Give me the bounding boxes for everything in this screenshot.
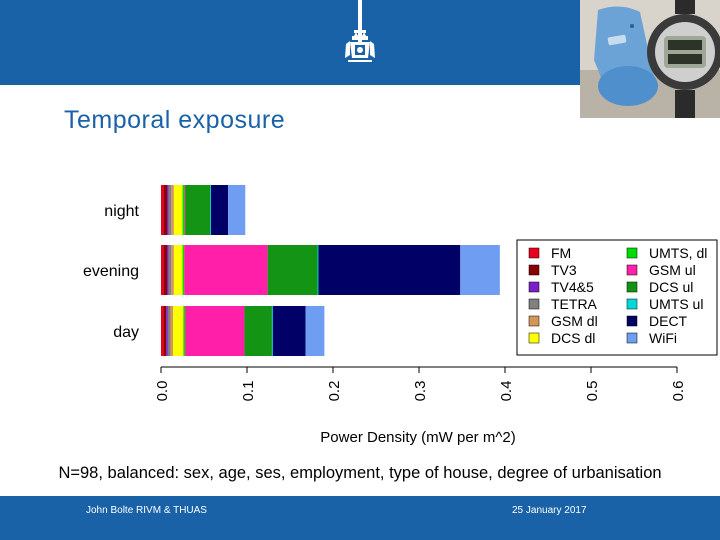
bar-evening-umts-dl — [182, 245, 185, 295]
bar-evening-dcs-ul — [267, 245, 318, 295]
bar-night-gsm-dl — [171, 185, 174, 235]
x-tick-label: 0.4 — [498, 381, 515, 402]
bar-evening-umts-ul — [317, 245, 319, 295]
bar-evening-tv3 — [163, 245, 168, 295]
x-tick-label: 0.5 — [584, 381, 601, 402]
x-tick-label: 0.1 — [240, 381, 257, 402]
legend-swatch-dcs-ul — [626, 281, 638, 293]
bar-day-gsm-dl — [170, 306, 174, 356]
legend-box — [516, 239, 718, 356]
bars-layer — [161, 185, 500, 356]
bar-evening-gsm-dl — [171, 245, 174, 295]
bar-evening-wifi — [460, 245, 500, 295]
legend-label-tv3: TV3 — [551, 262, 577, 278]
bar-day-dect — [272, 306, 306, 356]
legend-label-wifi: WiFi — [649, 330, 677, 346]
bar-day-umts-dl — [183, 306, 186, 356]
bar-night-dcs-dl — [173, 185, 183, 235]
bar-evening-gsm-ul — [184, 245, 268, 295]
stacked-bar-chart: night evening day 0.0 0.1 0.2 0.3 0.4 0.5 0.6 Po… — [83, 185, 718, 446]
legend-label-dcs-ul: DCS ul — [649, 279, 693, 295]
bar-night-tv3 — [163, 185, 168, 235]
x-axis-ticks: 0.0 0.1 0.2 0.3 0.4 0.5 0.6 — [154, 367, 687, 401]
bar-night-tv4-5 — [167, 185, 169, 235]
footer-author: John Bolte RIVM & THUAS — [86, 505, 207, 516]
legend-swatch-gsm-ul — [626, 264, 638, 276]
slide-subtitle: N=98, balanced: sex, age, ses, employmen… — [58, 464, 662, 482]
legend-swatch-tv3 — [528, 264, 540, 276]
x-axis-label: Power Density (mW per m^2) — [320, 429, 515, 446]
category-label-night: night — [104, 203, 139, 220]
legend-label-fm: FM — [551, 245, 571, 261]
legend-swatch-dect — [626, 315, 638, 327]
bar-night-tetra — [168, 185, 172, 235]
bar-day-wifi — [305, 306, 325, 356]
bar-day-gsm-ul — [185, 306, 245, 356]
bar-evening-tetra — [168, 245, 172, 295]
legend-label-dect: DECT — [649, 313, 688, 329]
bar-day-tv3 — [163, 306, 167, 356]
x-tick-label: 0.2 — [326, 381, 343, 402]
bar-night-gsm-ul — [184, 185, 186, 235]
x-tick-label: 0.0 — [154, 381, 171, 402]
bar-evening-fm — [161, 245, 164, 295]
legend-swatch-umts-dl — [626, 247, 638, 259]
bar-day-dcs-dl — [173, 306, 184, 356]
bar-night-umts-ul — [210, 185, 211, 235]
bar-evening-tv4-5 — [167, 245, 169, 295]
legend-swatch-dcs-dl — [528, 332, 540, 344]
bar-day-tetra — [167, 306, 171, 356]
bar-night-wifi — [228, 185, 246, 235]
legend-label-dcs-dl: DCS dl — [551, 330, 595, 346]
legend-label-gsm-dl: GSM dl — [551, 313, 598, 329]
x-tick-label: 0.3 — [412, 381, 429, 402]
legend-label-umts-ul: UMTS ul — [649, 296, 703, 312]
legend-label-tetra: TETRA — [551, 296, 598, 312]
legend-swatch-wifi — [626, 332, 638, 344]
slide-title: Temporal exposure — [64, 106, 286, 134]
legend-label-tv4-5: TV4&5 — [551, 279, 594, 295]
legend-label-gsm-ul: GSM ul — [649, 262, 696, 278]
bar-night-dcs-ul — [185, 185, 211, 235]
exposimeter-photo — [580, 0, 720, 118]
legend-swatch-fm — [528, 247, 540, 259]
bar-night-umts-dl — [182, 185, 185, 235]
bar-night-dect — [210, 185, 229, 235]
legend-swatch-tv4-5 — [528, 281, 540, 293]
bar-day-fm — [161, 306, 164, 356]
bar-day-tv4-5 — [166, 306, 168, 356]
bar-night-fm — [161, 185, 164, 235]
legend-swatch-umts-ul — [626, 298, 638, 310]
device-illustration — [580, 0, 720, 118]
x-tick-label: 0.6 — [670, 381, 687, 402]
legend-swatch-gsm-dl — [528, 315, 540, 327]
bar-day-umts-ul — [271, 306, 273, 356]
legend-label-umts-dl: UMTS, dl — [649, 245, 707, 261]
coat-of-arms-icon — [345, 0, 375, 62]
legend-swatch-tetra — [528, 298, 540, 310]
category-label-day: day — [113, 324, 139, 341]
footer-date: 25 January 2017 — [512, 505, 587, 516]
footer-bar: John Bolte RIVM & THUAS 25 January 2017 — [0, 496, 720, 540]
category-labels: night evening day — [83, 203, 140, 341]
bar-day-dcs-ul — [244, 306, 272, 356]
bar-evening-dect — [318, 245, 461, 295]
category-label-evening: evening — [83, 263, 139, 280]
bar-evening-dcs-dl — [173, 245, 183, 295]
